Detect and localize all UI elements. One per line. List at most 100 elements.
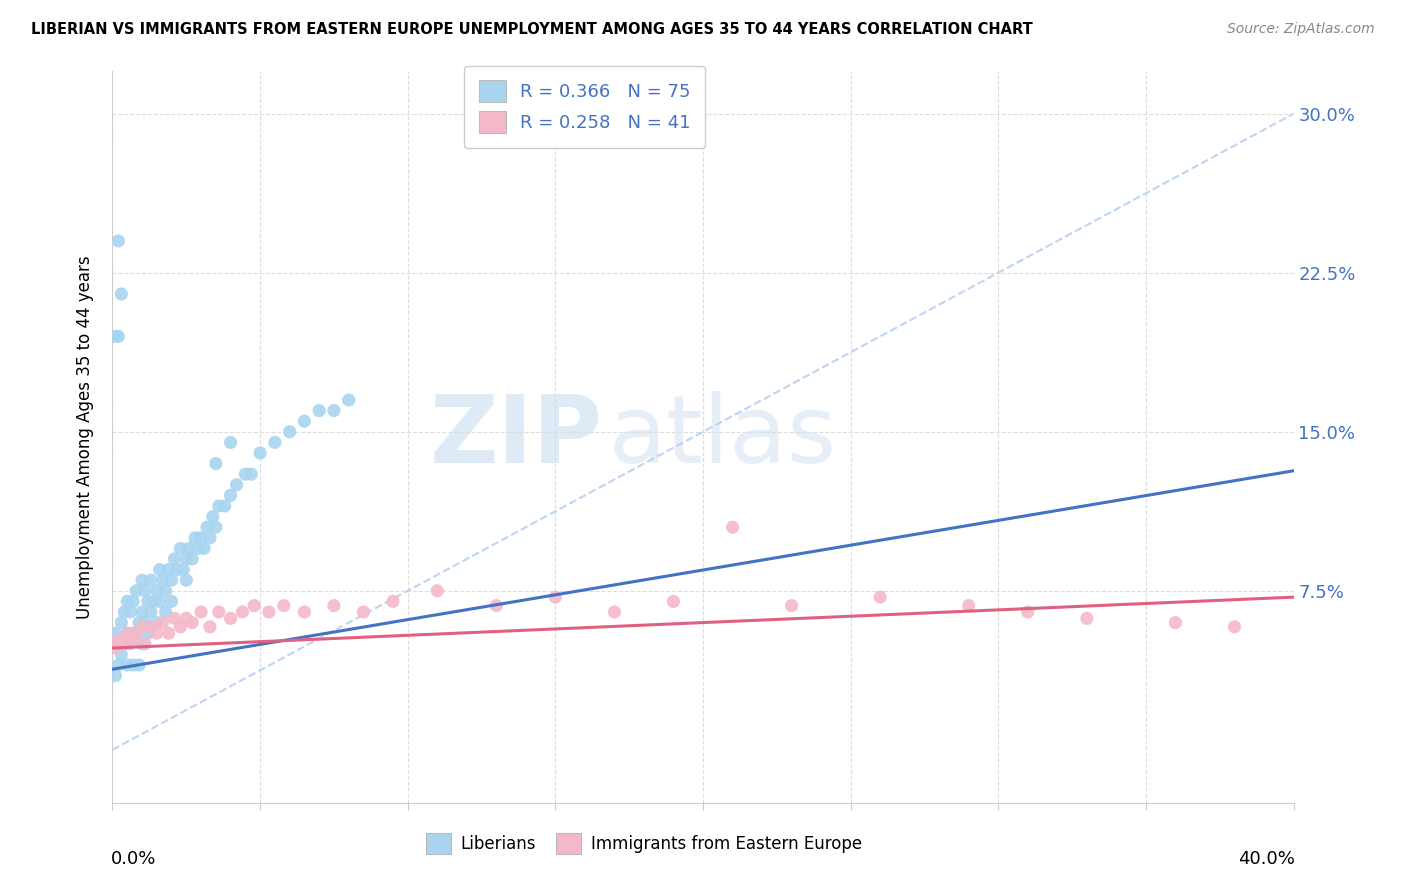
Point	[231, 605, 253, 619]
Point	[152, 615, 174, 630]
Point	[139, 620, 162, 634]
Point	[104, 668, 127, 682]
Point	[112, 605, 135, 619]
Point	[146, 583, 169, 598]
Point	[131, 620, 153, 634]
Point	[273, 599, 295, 613]
Point	[323, 403, 346, 417]
Point	[134, 637, 156, 651]
Point	[120, 605, 142, 619]
Point	[243, 599, 266, 613]
Point	[107, 632, 129, 647]
Point	[122, 632, 145, 647]
Point	[131, 573, 153, 587]
Point	[193, 541, 215, 556]
Point	[249, 446, 271, 460]
Point	[337, 392, 360, 407]
Point	[125, 626, 148, 640]
Point	[1164, 615, 1187, 630]
Point	[1017, 605, 1039, 619]
Point	[134, 615, 156, 630]
Point	[125, 626, 148, 640]
Point	[160, 573, 183, 587]
Point	[208, 605, 231, 619]
Point	[146, 615, 169, 630]
Point	[544, 590, 567, 604]
Point	[603, 605, 626, 619]
Point	[187, 541, 209, 556]
Point	[184, 531, 207, 545]
Point	[208, 499, 231, 513]
Point	[205, 457, 228, 471]
Point	[112, 637, 135, 651]
Point	[157, 563, 180, 577]
Point	[131, 605, 153, 619]
Point	[157, 626, 180, 640]
Point	[1076, 611, 1098, 625]
Point	[181, 615, 204, 630]
Point	[152, 573, 174, 587]
Point	[205, 520, 228, 534]
Point	[104, 329, 127, 343]
Point	[110, 648, 132, 662]
Point	[169, 541, 191, 556]
Text: atlas: atlas	[609, 391, 837, 483]
Point	[163, 552, 186, 566]
Point	[107, 658, 129, 673]
Point	[107, 329, 129, 343]
Point	[181, 552, 204, 566]
Point	[134, 583, 156, 598]
Point	[485, 599, 508, 613]
Point	[136, 626, 159, 640]
Point	[352, 605, 374, 619]
Point	[166, 563, 188, 577]
Point	[780, 599, 803, 613]
Point	[292, 605, 315, 619]
Point	[122, 626, 145, 640]
Text: 0.0%: 0.0%	[111, 850, 156, 868]
Point	[136, 594, 159, 608]
Point	[155, 583, 177, 598]
Point	[1223, 620, 1246, 634]
Point	[257, 605, 280, 619]
Point	[112, 637, 135, 651]
Y-axis label: Unemployment Among Ages 35 to 44 years: Unemployment Among Ages 35 to 44 years	[76, 255, 94, 619]
Point	[426, 583, 449, 598]
Point	[117, 594, 138, 608]
Legend: Liberians, Immigrants from Eastern Europe: Liberians, Immigrants from Eastern Europ…	[419, 827, 869, 860]
Point	[122, 594, 145, 608]
Point	[149, 563, 172, 577]
Point	[174, 552, 197, 566]
Point	[172, 563, 194, 577]
Point	[120, 637, 142, 651]
Point	[139, 573, 162, 587]
Point	[219, 488, 242, 502]
Point	[198, 620, 221, 634]
Point	[662, 594, 685, 608]
Point	[117, 626, 138, 640]
Point	[195, 520, 218, 534]
Point	[163, 611, 186, 625]
Text: LIBERIAN VS IMMIGRANTS FROM EASTERN EUROPE UNEMPLOYMENT AMONG AGES 35 TO 44 YEAR: LIBERIAN VS IMMIGRANTS FROM EASTERN EURO…	[31, 22, 1032, 37]
Point	[149, 594, 172, 608]
Point	[117, 658, 138, 673]
Point	[110, 615, 132, 630]
Point	[214, 499, 236, 513]
Point	[169, 620, 191, 634]
Point	[233, 467, 256, 482]
Point	[198, 531, 221, 545]
Point	[264, 435, 287, 450]
Point	[201, 509, 224, 524]
Point	[128, 615, 150, 630]
Point	[174, 611, 197, 625]
Point	[323, 599, 346, 613]
Point	[292, 414, 315, 428]
Point	[240, 467, 263, 482]
Point	[142, 594, 165, 608]
Point	[117, 626, 138, 640]
Point	[122, 658, 145, 673]
Point	[139, 605, 162, 619]
Point	[225, 477, 247, 491]
Point	[110, 287, 132, 301]
Text: ZIP: ZIP	[430, 391, 603, 483]
